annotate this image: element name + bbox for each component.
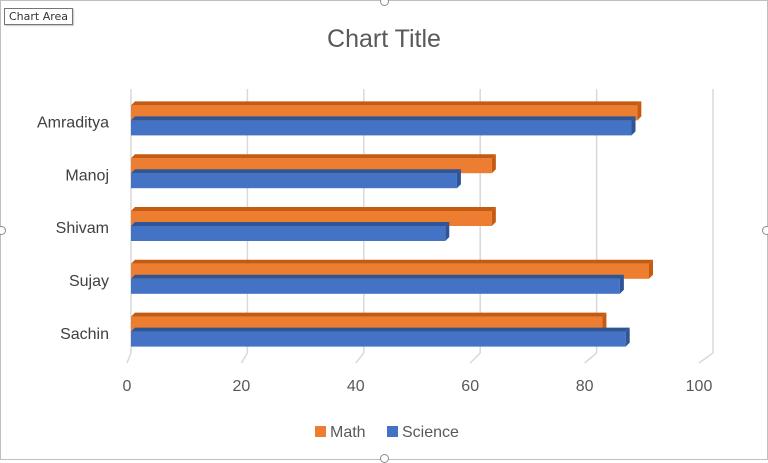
category-label: Sachin: [60, 326, 109, 343]
bars: [131, 101, 653, 347]
category-label: Sujay: [69, 273, 109, 290]
legend-item-math: Math: [315, 424, 366, 441]
category-label: Manoj: [65, 167, 109, 184]
bar-science: [131, 327, 630, 347]
category-label: Amraditya: [37, 115, 109, 132]
legend-label: Science: [402, 424, 459, 441]
tick-label: 20: [233, 378, 251, 395]
legend-swatch: [387, 426, 398, 437]
legend-label: Math: [330, 424, 366, 441]
bar-science: [131, 274, 624, 294]
legend: Math Science: [315, 424, 459, 441]
resize-handle-right[interactable]: [762, 226, 768, 235]
resize-handle-top[interactable]: [380, 0, 389, 6]
gridline: [698, 89, 714, 364]
tick-label: 0: [123, 378, 132, 395]
bar-science: [131, 222, 450, 241]
tick-label: 80: [576, 378, 594, 395]
resize-handle-left[interactable]: [0, 226, 6, 235]
legend-swatch: [315, 426, 326, 437]
bar-science: [131, 169, 461, 189]
chart-area-tooltip: Chart Area: [4, 8, 74, 25]
legend-item-science: Science: [387, 424, 459, 441]
tick-labels: 0 20 40 60 80 100: [123, 378, 713, 395]
chart-title[interactable]: Chart Title: [327, 25, 441, 53]
bar-science: [131, 116, 636, 136]
category-labels: Sachin Sujay Shivam Manoj Amraditya: [37, 115, 109, 343]
category-label: Shivam: [56, 220, 109, 237]
tick-label: 40: [347, 378, 365, 395]
tick-label: 60: [461, 378, 479, 395]
tick-label: 100: [686, 378, 713, 395]
gridline: [126, 89, 132, 364]
